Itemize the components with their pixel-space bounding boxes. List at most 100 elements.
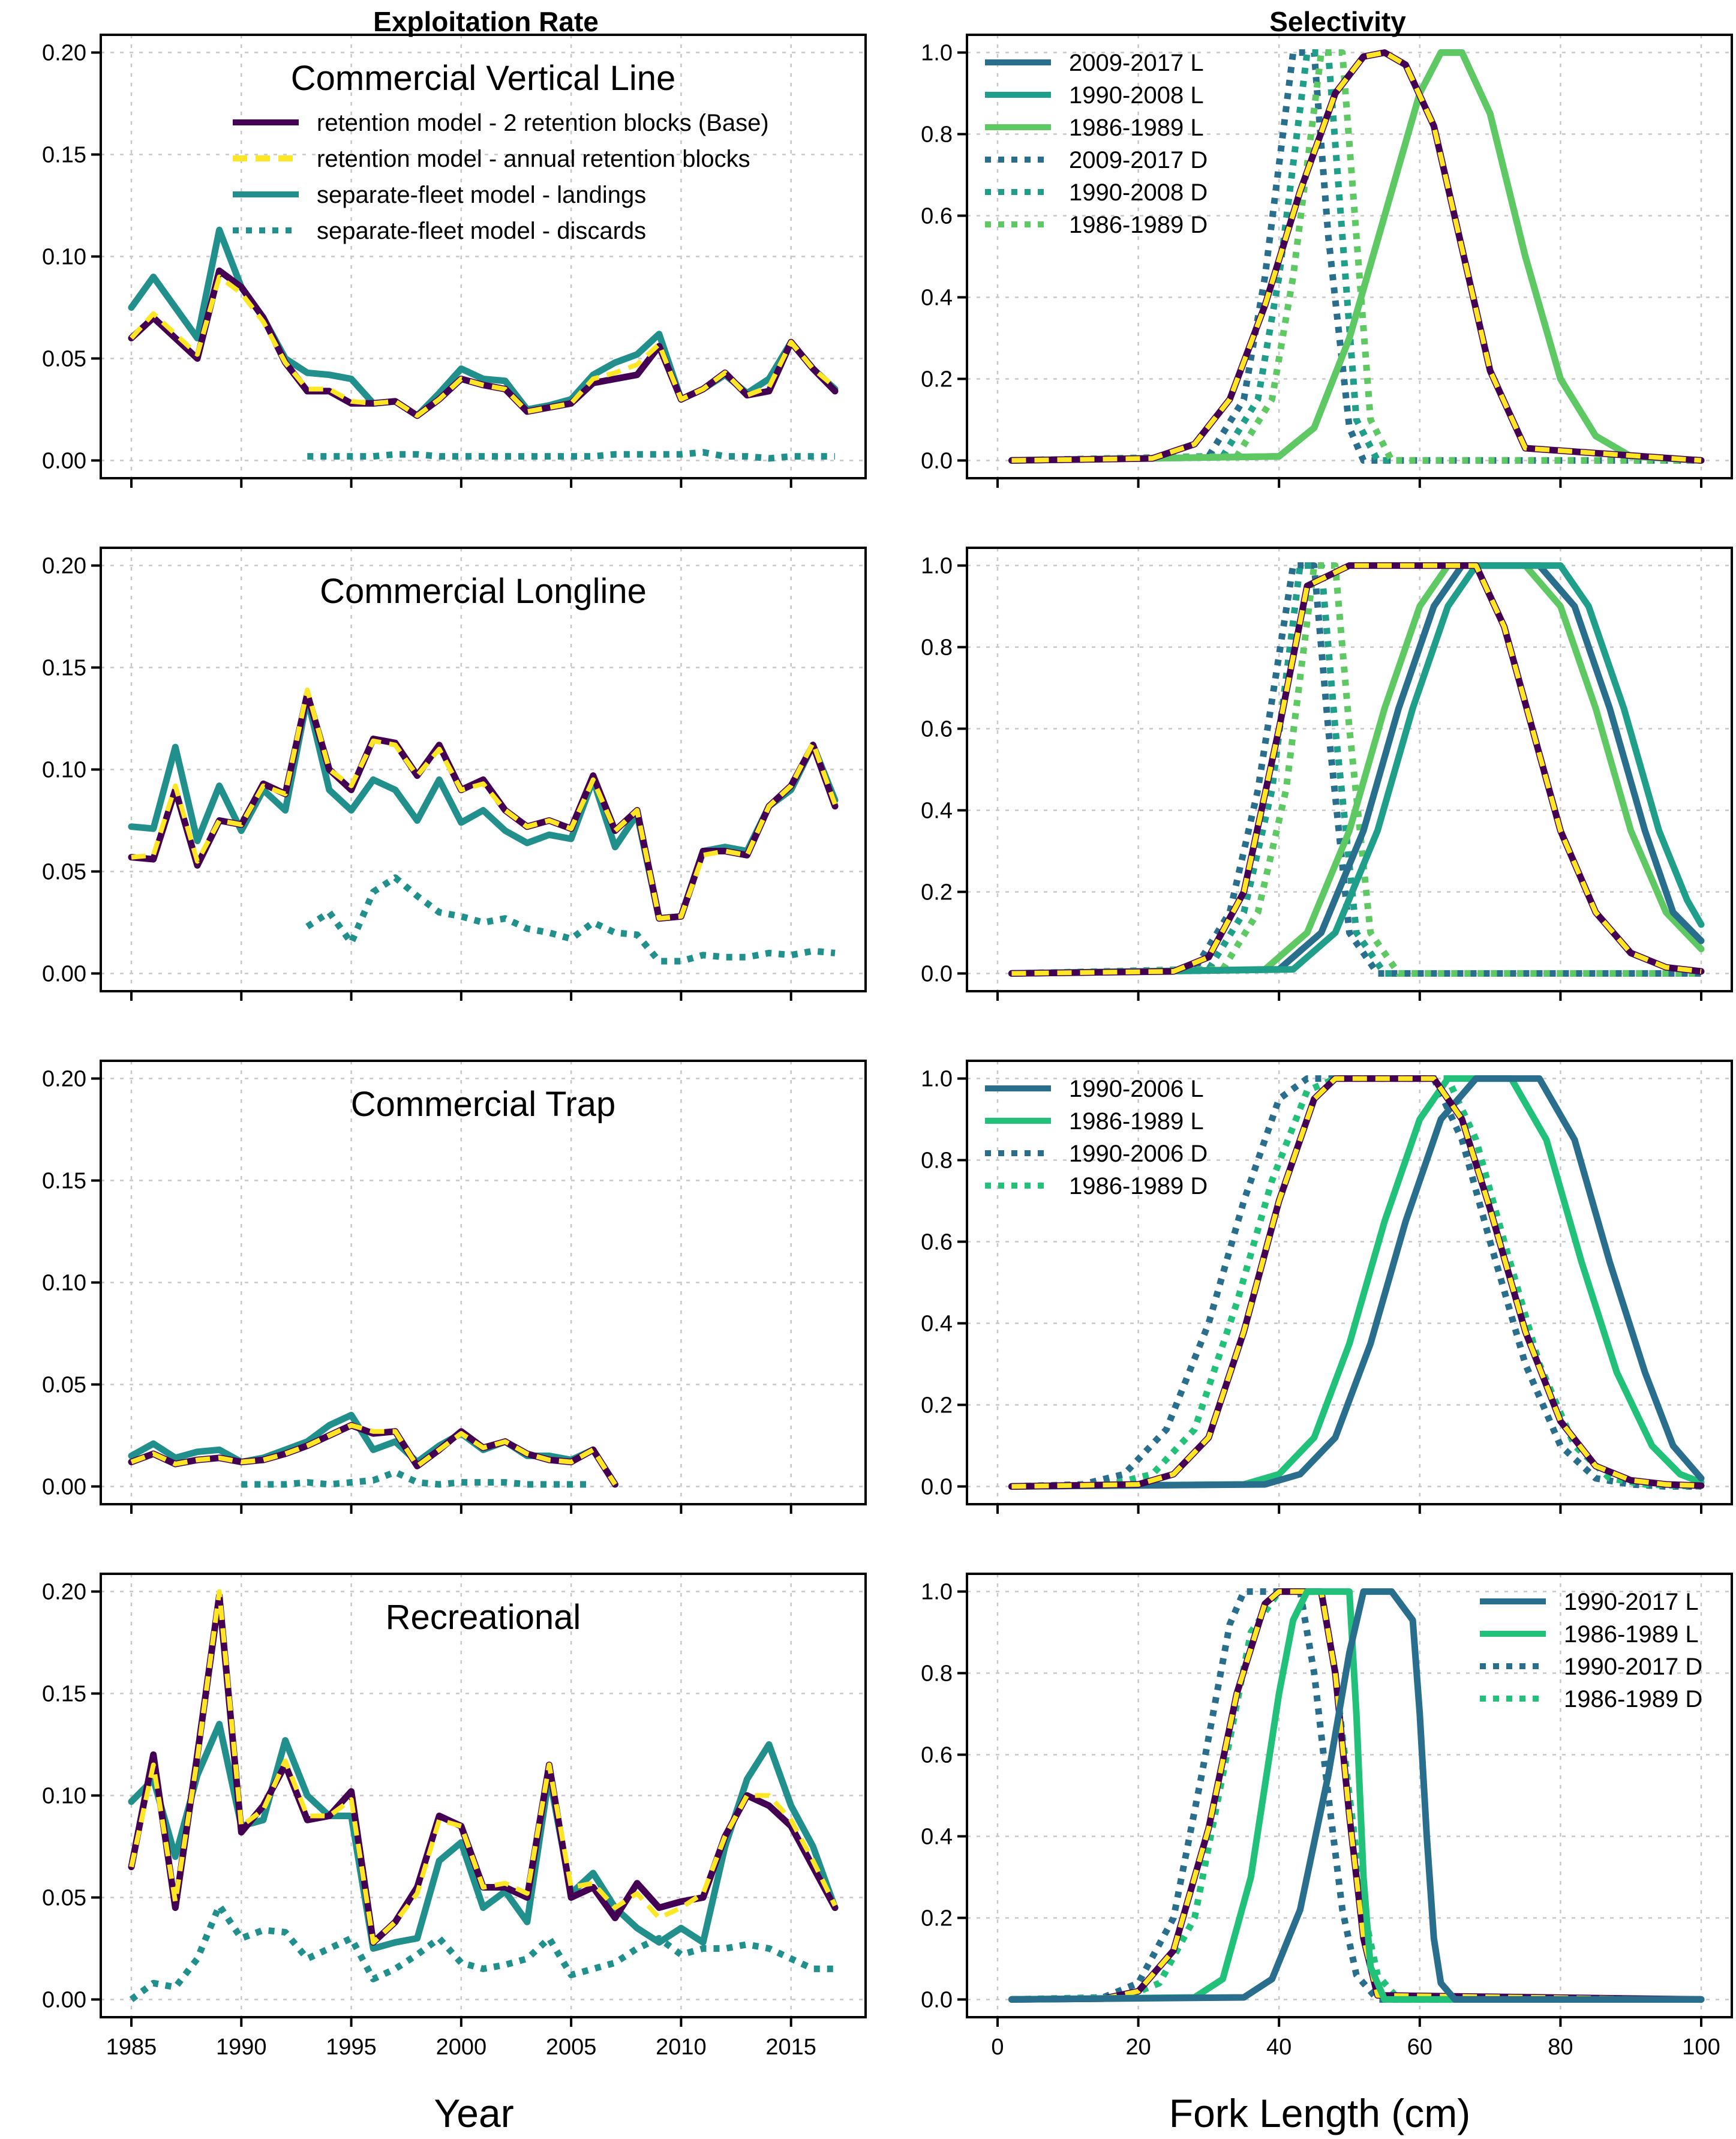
y-tick-label: 1.0 [921, 554, 953, 579]
y-tick-label: 0.2 [921, 1906, 953, 1931]
series-line-separate-fleet-model-discards [241, 1469, 593, 1488]
y-tick-label: 0.00 [42, 1987, 86, 2012]
series-line-separate-fleet-model-discards [129, 1902, 835, 2002]
series-line-1990-2006-l [1008, 1075, 1705, 1490]
y-tick-label: 0.20 [42, 554, 86, 579]
y-tick-label: 0.8 [921, 1148, 953, 1174]
plot-frame [966, 1060, 1733, 1505]
panels-group: 0.00 0.05 0.10 0.15 0.20 Commercial Vertical … [42, 34, 1733, 2060]
panel-title: Commercial Vertical Line [291, 59, 675, 98]
legend-label-1986-1989-d: 1986-1989 D [1069, 212, 1208, 238]
y-tick-label: 0.00 [42, 448, 86, 473]
panel-3-exploitation: 0.00 0.05 0.10 0.15 0.20 Commercial Trap [42, 1060, 867, 1514]
x-tick-label: 2005 [546, 2035, 597, 2060]
panel-2-selectivity: 0.0 0.2 0.4 0.6 0.8 1.0 [921, 547, 1733, 1001]
series-line-retention-model-annual-retention-blocks [1011, 563, 1702, 976]
y-tick-label: 0.05 [42, 346, 86, 371]
legend-label-separate-fleet-model-landings: separate-fleet model - landings [317, 182, 646, 208]
plot-frame [966, 1573, 1733, 2018]
panel-1-exploitation: 0.00 0.05 0.10 0.15 0.20 Commercial Vertical … [42, 34, 867, 488]
series-line-1986-1989-l [1008, 49, 1705, 464]
x-tick-label: 2015 [765, 2035, 816, 2060]
selectivity-legend: 2009-2017 L 1990-2008 L 1986-1989 L 2009-20… [985, 50, 1208, 238]
x-tick-label: 2000 [436, 2035, 487, 2060]
plot-frame [966, 547, 1733, 992]
y-tick-label: 1.0 [921, 41, 953, 66]
panel-1-selectivity: 0.0 0.2 0.4 0.6 0.8 1.0 2009-2017 L 1990-2008 L… [921, 34, 1733, 488]
y-tick-label: 0.15 [42, 143, 86, 168]
legend-label-separate-fleet-model-discards: separate-fleet model - discards [317, 218, 646, 244]
y-tick-label: 0.4 [921, 798, 953, 823]
series-line-2009-2017-d [1011, 562, 1701, 977]
left-column-title: Exploitation Rate [373, 6, 599, 37]
legend-label-1990-2008-d: 1990-2008 D [1069, 179, 1208, 206]
series-line-separate-fleet-model-discards [305, 874, 836, 965]
x-tick-label: 40 [1266, 2035, 1292, 2060]
legend-label-2009-2017-d: 2009-2017 D [1069, 147, 1208, 173]
legend-label-2009-2017-l: 2009-2017 L [1069, 50, 1204, 76]
y-tick-label: 0.2 [921, 1393, 953, 1418]
series-line-1986-1989-d [1011, 562, 1701, 977]
series-line-1986-1989-l [1008, 1588, 1705, 2003]
y-tick-label: 0.15 [42, 1682, 86, 1707]
x-tick-label: 1995 [326, 2035, 377, 2060]
y-tick-label: 0.0 [921, 1474, 953, 1499]
panel-2-exploitation: 0.00 0.05 0.10 0.15 0.20 Commercial Longline [42, 547, 867, 1001]
legend-label-1986-1989-d: 1986-1989 D [1564, 1686, 1702, 1712]
y-tick-label: 0.6 [921, 204, 953, 229]
series-line-retention-model-annual-retention-blocks [130, 274, 837, 418]
panel-title: Commercial Trap [351, 1085, 616, 1124]
y-tick-label: 0.4 [921, 1824, 953, 1849]
series-line-2009-2017-d [1011, 49, 1701, 464]
y-tick-label: 0.05 [42, 859, 86, 884]
y-tick-label: 0.4 [921, 285, 953, 310]
x-tick-label: 1990 [216, 2035, 267, 2060]
y-tick-label: 0.10 [42, 1271, 86, 1296]
y-tick-label: 1.0 [921, 1067, 953, 1092]
x-tick-label: 2010 [656, 2035, 707, 2060]
y-tick-label: 0.10 [42, 1784, 86, 1809]
y-tick-label: 0.8 [921, 122, 953, 148]
x-tick-label: 60 [1407, 2035, 1432, 2060]
legend-label-1990-2017-d: 1990-2017 D [1564, 1654, 1702, 1680]
y-tick-label: 0.20 [42, 1067, 86, 1092]
y-tick-label: 0.15 [42, 1169, 86, 1194]
y-tick-label: 0.2 [921, 367, 953, 392]
series-line-retention-model-annual-retention-blocks [1011, 1589, 1702, 2002]
y-tick-label: 0.6 [921, 1743, 953, 1768]
x-tick-label: 100 [1682, 2035, 1720, 2060]
y-tick-label: 0.8 [921, 1661, 953, 1687]
y-tick-label: 0.00 [42, 1474, 86, 1499]
y-tick-label: 0.20 [42, 1580, 86, 1605]
right-x-axis-label: Fork Length (cm) [1169, 2091, 1470, 2135]
x-tick-label: 80 [1548, 2035, 1573, 2060]
legend-label-1990-2008-l: 1990-2008 L [1069, 82, 1204, 109]
selectivity-legend: 1990-2017 L 1986-1989 L 1990-2017 D 1986-19… [1480, 1589, 1702, 1712]
series-line-retention-model-annual-retention-blocks [1011, 1076, 1702, 1489]
series-line-retention-model-annual-retention-blocks [1011, 50, 1702, 463]
legend-label-1986-1989-d: 1986-1989 D [1069, 1173, 1208, 1199]
y-tick-label: 0.0 [921, 448, 953, 473]
panel-title: Recreational [386, 1598, 581, 1637]
y-tick-label: 0.8 [921, 635, 953, 661]
legend-label-1990-2006-d: 1990-2006 D [1069, 1141, 1208, 1167]
x-tick-label: 20 [1125, 2035, 1151, 2060]
panel-title: Commercial Longline [320, 572, 647, 611]
series-line-1990-2008-d [1011, 49, 1701, 464]
y-tick-label: 0.4 [921, 1311, 953, 1336]
series-line-retention-model-annual-retention-blocks [131, 687, 837, 921]
y-tick-label: 0.0 [921, 961, 953, 986]
legend-label-1986-1989-l: 1986-1989 L [1564, 1621, 1699, 1648]
y-tick-label: 1.0 [921, 1580, 953, 1605]
series-line-1990-2017-l [1008, 1588, 1705, 2003]
panel-4-exploitation: 0.00 0.05 0.10 0.15 0.20 1985 1990 1995 2000 2005… [42, 1573, 867, 2060]
right-column-title: Selectivity [1269, 6, 1406, 37]
y-tick-label: 0.10 [42, 245, 86, 270]
legend-label-retention-model-2-retention-blocks-base: retention model - 2 retention blocks (Ba… [317, 110, 769, 136]
legend-label-retention-model-annual-retention-blocks: retention model - annual retention block… [317, 146, 750, 172]
y-tick-label: 0.20 [42, 41, 86, 66]
series-line-1986-1989-l [1008, 1075, 1705, 1490]
y-tick-label: 0.05 [42, 1885, 86, 1910]
selectivity-legend: 1990-2006 L 1986-1989 L 1990-2006 D 1986-19… [985, 1076, 1208, 1199]
